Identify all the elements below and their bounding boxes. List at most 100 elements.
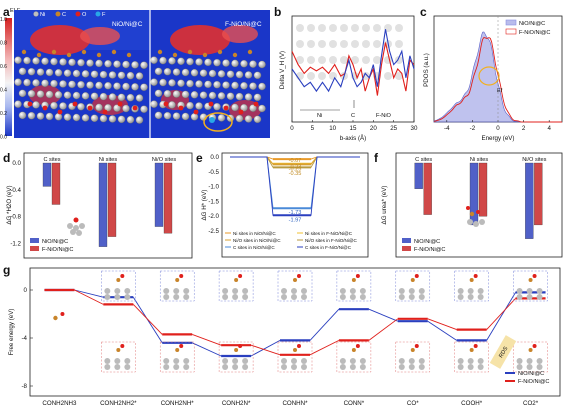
panel-b-series-0: [291, 42, 415, 96]
ni-atom: [77, 80, 85, 89]
ni-atom: [72, 69, 81, 78]
ni-atom: [190, 113, 199, 121]
ni-atom: [41, 57, 49, 65]
thumb-atom: [526, 288, 533, 294]
panel-b: b 0 5 10 15 20 25 30 b-axis (Å) Delta V_H (V) …: [274, 5, 418, 142]
g-category-label: CONH2NH3: [42, 400, 77, 407]
ni-atom: [172, 112, 181, 120]
ni-atom: [135, 94, 144, 102]
ni-atom: [226, 92, 235, 100]
thumb-atom: [398, 288, 405, 294]
thumb-atom: [281, 358, 287, 364]
ni-atom: [59, 58, 67, 66]
thumb-atom: [467, 288, 474, 294]
ni-atom: [99, 92, 108, 101]
ni-atom: [32, 79, 40, 87]
elf-tick-label: 0.2: [0, 111, 7, 117]
y-tick-label: -0.5: [208, 169, 219, 176]
thumb-o-atom: [355, 344, 360, 348]
elf-scale-ticks: 1.0 0.8 0.6 0.4 0.2 0.0: [0, 17, 7, 141]
ni-atom: [99, 70, 108, 79]
thumb-o-atom: [238, 274, 243, 278]
g-connector: [486, 292, 516, 341]
ni-atom: [217, 70, 226, 78]
x-tick-label: -2: [470, 125, 476, 132]
ni-atom: [99, 114, 108, 123]
ni-atom: [168, 79, 176, 87]
bar: [107, 162, 117, 237]
ni-atom: [222, 81, 230, 89]
thumb-atom: [124, 364, 131, 370]
thumb-atom: [516, 364, 523, 370]
ni-atom: [104, 60, 112, 68]
c-atom: [232, 52, 238, 58]
ni-atom: [54, 91, 63, 99]
structure-atom: [395, 24, 403, 32]
rds-badge: RDS: [489, 335, 517, 369]
legend-label: NiO/Ni@C: [42, 239, 68, 245]
pdos-fnio-line: [433, 36, 562, 123]
bar: [534, 162, 543, 226]
ni-atom: [172, 90, 181, 98]
thumb-o-atom: [120, 274, 125, 278]
thumb-atom: [418, 294, 425, 300]
x-tick-label: 25: [390, 125, 397, 132]
y-tick-label: 0: [24, 287, 28, 294]
legend-swatch: [30, 246, 39, 251]
panel-e-plot: 0.0 -0.5 -1.0 -1.5 -2.0 -2.5 -0.07-0.23-0.25-0…: [208, 154, 360, 235]
e-value-label: -0.23: [289, 164, 302, 170]
thumb-atom: [398, 294, 405, 300]
legend-c: C: [62, 12, 66, 18]
ni-atom: [186, 101, 194, 110]
thumb-atom: [359, 294, 366, 300]
ni-atom: [253, 71, 262, 80]
ni-atom: [217, 92, 226, 100]
thumb-c-atom: [175, 278, 180, 282]
panel-g-frame: [29, 267, 561, 397]
ni-atom: [159, 78, 167, 87]
ni-atom: [77, 102, 85, 111]
structure-atom: [340, 24, 348, 32]
panel-e-frame: [221, 152, 369, 258]
adsorbate-structure-d: [67, 217, 85, 236]
structure-atom: [384, 56, 392, 64]
ni-atom: [63, 113, 72, 121]
f-atom: [209, 117, 215, 123]
thumb-atom: [418, 288, 425, 294]
structure-atom: [351, 24, 359, 32]
g-connector: [192, 333, 222, 346]
thumb-atom: [183, 358, 190, 364]
panel-d-ylabel: ΔG *H2O (eV): [6, 185, 13, 224]
structure-atom: [318, 24, 326, 32]
category-label: C sites: [43, 157, 60, 163]
ni-atom: [177, 57, 185, 65]
ni-atom: [117, 115, 126, 124]
structure-atom: [373, 40, 381, 48]
thumb-atom: [359, 288, 366, 294]
o-atom: [208, 101, 214, 107]
y-tick-label: -4: [21, 335, 27, 342]
o-atom: [253, 101, 259, 107]
elf-tick-label: 0.0: [0, 135, 7, 141]
c-atom: [126, 52, 132, 58]
legend-swatch: [30, 238, 39, 243]
panel-g-ylabel: Free energy (eV): [8, 309, 15, 356]
thumb-atom: [398, 358, 405, 364]
legend-label: Ni sites in NiO/Ni@C: [233, 231, 276, 236]
legend-label: F-NiO/Ni@C: [42, 247, 73, 253]
ni-atom: [240, 82, 248, 90]
panel-e: e 0.0 -0.5 -1.0 -1.5 -2.0 -2.5 -0.07-0.23-0.25…: [196, 151, 369, 258]
o-atom: [72, 101, 78, 107]
thumb-atom: [183, 288, 190, 294]
thumb-atom: [301, 294, 307, 300]
thumb-c-atom: [469, 278, 474, 282]
o-atom: [42, 105, 48, 111]
thumb-atom: [526, 358, 533, 364]
structure-atom: [318, 40, 326, 48]
panel-g: g 0-4-8 Free energy (eV) CONH2NH3 CONH2NH…: [3, 263, 561, 407]
thumb-atom: [124, 294, 131, 300]
ni-atom: [231, 81, 239, 90]
ni-atom: [36, 68, 45, 76]
ni-atom: [18, 89, 27, 98]
